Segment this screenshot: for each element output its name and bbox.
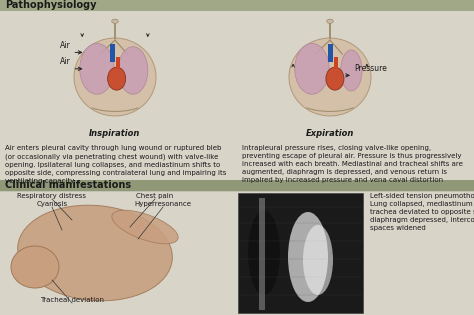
Ellipse shape xyxy=(74,38,156,116)
FancyBboxPatch shape xyxy=(259,198,265,310)
Ellipse shape xyxy=(303,225,333,295)
Text: Intrapleural pressure rises, closing valve-like opening,
preventing escape of pl: Intrapleural pressure rises, closing val… xyxy=(242,145,463,183)
Text: Pressure: Pressure xyxy=(355,64,387,73)
FancyBboxPatch shape xyxy=(116,56,120,69)
Text: Air: Air xyxy=(60,41,71,50)
Ellipse shape xyxy=(327,19,333,23)
FancyBboxPatch shape xyxy=(334,56,338,69)
Ellipse shape xyxy=(289,38,371,116)
Text: Clinical manifestations: Clinical manifestations xyxy=(5,180,131,191)
FancyBboxPatch shape xyxy=(238,193,363,313)
Text: Expiration: Expiration xyxy=(306,129,354,138)
Ellipse shape xyxy=(248,210,280,295)
Ellipse shape xyxy=(326,67,344,90)
Ellipse shape xyxy=(18,205,173,301)
Text: Pathophysiology: Pathophysiology xyxy=(5,1,97,10)
Text: Inspiration: Inspiration xyxy=(89,129,141,138)
Ellipse shape xyxy=(118,47,148,94)
FancyBboxPatch shape xyxy=(110,44,115,62)
Ellipse shape xyxy=(112,19,118,23)
Text: Air: Air xyxy=(60,57,71,66)
Ellipse shape xyxy=(80,43,114,94)
Ellipse shape xyxy=(341,50,362,91)
Ellipse shape xyxy=(295,43,329,94)
Text: Cyanosis: Cyanosis xyxy=(36,201,68,207)
Text: Chest pain: Chest pain xyxy=(137,193,173,199)
FancyBboxPatch shape xyxy=(328,44,333,62)
Text: Air enters pleural cavity through lung wound or ruptured bleb
(or occasionally v: Air enters pleural cavity through lung w… xyxy=(5,145,227,184)
Ellipse shape xyxy=(288,212,328,302)
Ellipse shape xyxy=(112,210,178,244)
Text: Respiratory distress: Respiratory distress xyxy=(18,193,86,199)
Ellipse shape xyxy=(11,246,59,288)
Text: Tracheal deviation: Tracheal deviation xyxy=(40,297,104,303)
FancyBboxPatch shape xyxy=(0,0,474,11)
Text: Hyperresonance: Hyperresonance xyxy=(135,201,191,207)
Text: Left-sided tension pneumothorax.
Lung collapsed, mediastinum and
trachea deviate: Left-sided tension pneumothorax. Lung co… xyxy=(370,193,474,231)
Ellipse shape xyxy=(108,67,126,90)
FancyBboxPatch shape xyxy=(0,180,474,191)
